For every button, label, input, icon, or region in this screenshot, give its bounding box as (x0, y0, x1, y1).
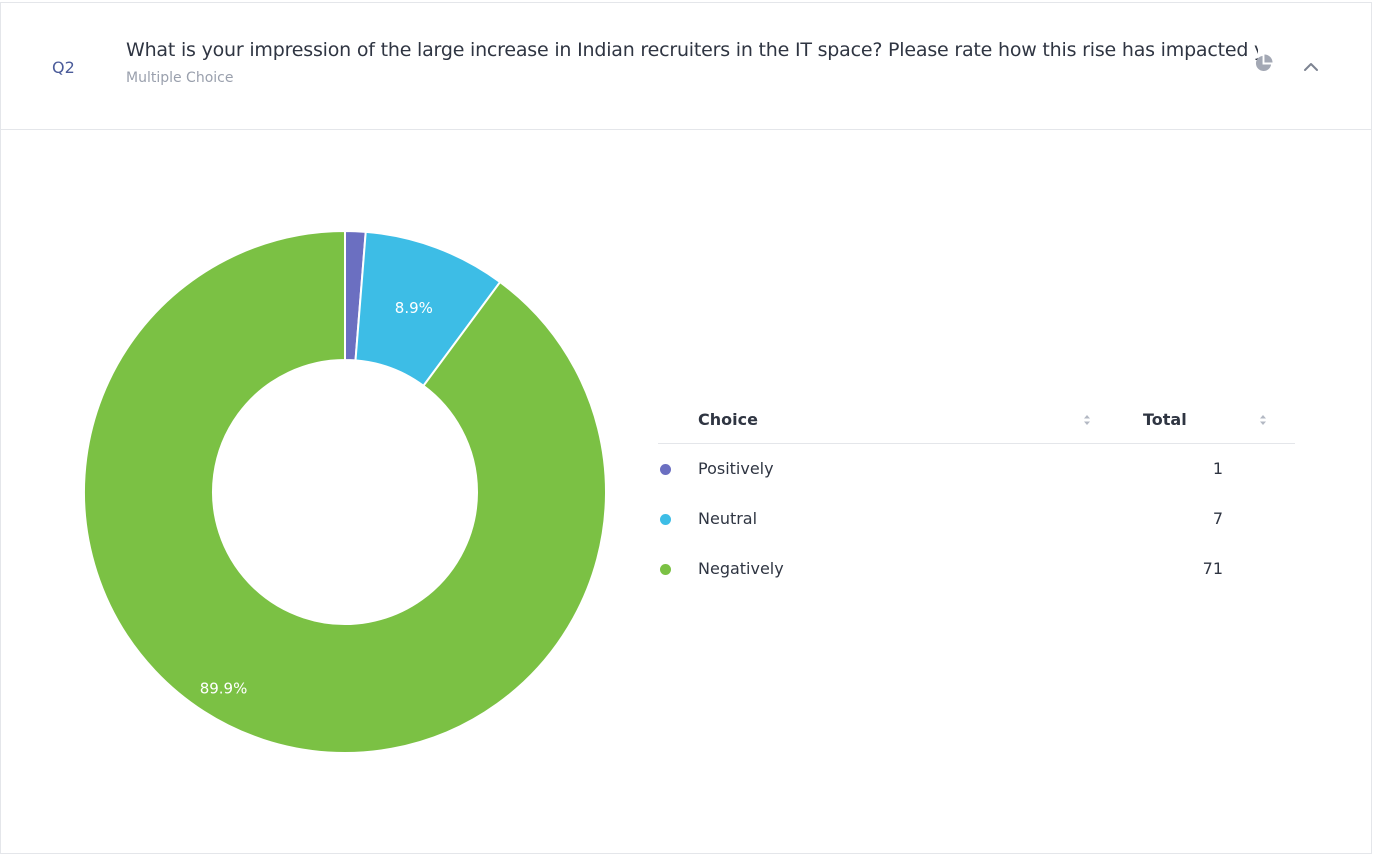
slice-data-label: 89.9% (200, 680, 248, 698)
chevron-up-icon[interactable] (1303, 61, 1319, 73)
sort-icon[interactable] (1083, 413, 1091, 427)
donut-slice-negatively[interactable] (83, 229, 607, 754)
choice-total: 1 (1212, 459, 1223, 478)
question-title: What is your impression of the large inc… (126, 39, 1258, 61)
column-header-total[interactable]: Total (1143, 410, 1187, 429)
column-header-choice[interactable]: Choice (698, 410, 758, 429)
question-type: Multiple Choice (126, 70, 234, 86)
choice-total: 7 (1212, 509, 1223, 528)
table-row: Positively 1 (658, 444, 1295, 494)
legend-dot (660, 464, 671, 475)
donut-chart: 8.9% 89.9% (83, 229, 607, 754)
choice-total: 71 (1202, 559, 1223, 578)
question-number: Q2 (52, 58, 75, 77)
slice-data-label: 8.9% (395, 299, 433, 317)
choice-label: Neutral (698, 509, 758, 528)
legend-dot (660, 564, 671, 575)
sort-icon[interactable] (1259, 413, 1267, 427)
question-header[interactable]: Q2 What is your impression of the large … (1, 3, 1371, 130)
table-row: Neutral 7 (658, 494, 1295, 544)
table-header: Choice Total (658, 399, 1295, 444)
pie-chart-icon[interactable] (1254, 54, 1273, 73)
choice-label: Positively (698, 459, 774, 478)
results-table: Choice Total Positively 1 Neutral 7 Nega… (658, 399, 1295, 594)
choice-label: Negatively (698, 559, 784, 578)
table-row: Negatively 71 (658, 544, 1295, 594)
legend-dot (660, 514, 671, 525)
